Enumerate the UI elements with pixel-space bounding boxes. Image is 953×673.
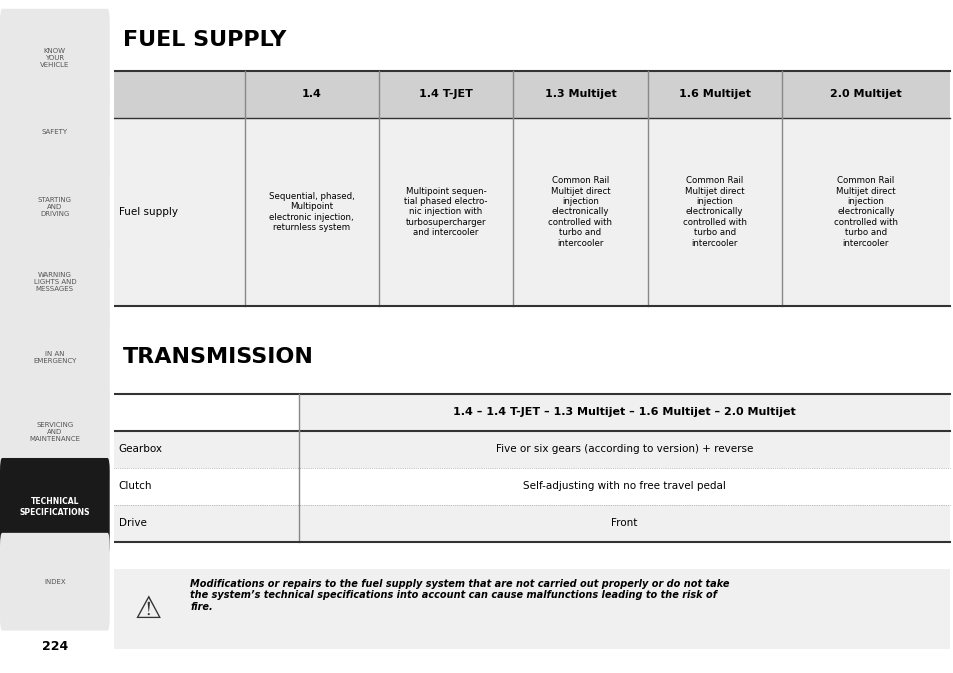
FancyBboxPatch shape xyxy=(114,118,949,306)
Text: Five or six gears (according to version) + reverse: Five or six gears (according to version)… xyxy=(496,444,752,454)
FancyBboxPatch shape xyxy=(0,234,110,331)
FancyBboxPatch shape xyxy=(114,505,949,542)
FancyBboxPatch shape xyxy=(0,533,110,631)
Text: STARTING
AND
DRIVING: STARTING AND DRIVING xyxy=(38,197,71,217)
Text: TRANSMISSION: TRANSMISSION xyxy=(123,347,314,367)
FancyBboxPatch shape xyxy=(0,458,110,556)
Text: 1.4 – 1.4 T-JET – 1.3 Multijet – 1.6 Multijet – 2.0 Multijet: 1.4 – 1.4 T-JET – 1.3 Multijet – 1.6 Mul… xyxy=(453,407,795,417)
Text: Multipoint sequen-
tial phased electro-
nic injection with
turbosupercharger
and: Multipoint sequen- tial phased electro- … xyxy=(404,186,487,238)
FancyBboxPatch shape xyxy=(114,569,949,649)
Text: Common Rail
Multijet direct
injection
electronically
controlled with
turbo and
i: Common Rail Multijet direct injection el… xyxy=(833,176,897,248)
FancyBboxPatch shape xyxy=(0,83,110,182)
Text: Sequential, phased,
Multipoint
electronic injection,
returnless system: Sequential, phased, Multipoint electroni… xyxy=(269,192,355,232)
Text: SAFETY: SAFETY xyxy=(42,129,68,135)
Text: ⚠: ⚠ xyxy=(134,594,162,624)
Text: Modifications or repairs to the fuel supply system that are not carried out prop: Modifications or repairs to the fuel sup… xyxy=(190,579,729,612)
Text: 224: 224 xyxy=(42,640,68,653)
FancyBboxPatch shape xyxy=(299,394,949,431)
Text: Front: Front xyxy=(611,518,637,528)
FancyBboxPatch shape xyxy=(0,9,110,106)
Text: WARNING
LIGHTS AND
MESSAGES: WARNING LIGHTS AND MESSAGES xyxy=(33,273,76,292)
Text: 1.4 T-JET: 1.4 T-JET xyxy=(418,90,473,99)
FancyBboxPatch shape xyxy=(0,159,110,256)
Text: 1.6 Multijet: 1.6 Multijet xyxy=(678,90,750,99)
Text: SERVICING
AND
MAINTENANCE: SERVICING AND MAINTENANCE xyxy=(30,422,80,442)
Text: INDEX: INDEX xyxy=(44,579,66,585)
Text: Clutch: Clutch xyxy=(118,481,152,491)
Text: TECHNICAL
SPECIFICATIONS: TECHNICAL SPECIFICATIONS xyxy=(20,497,90,517)
Text: 1.4: 1.4 xyxy=(301,90,321,99)
Text: Common Rail
Multijet direct
injection
electronically
controlled with
turbo and
i: Common Rail Multijet direct injection el… xyxy=(548,176,612,248)
Text: Common Rail
Multijet direct
injection
electronically
controlled with
turbo and
i: Common Rail Multijet direct injection el… xyxy=(682,176,746,248)
Text: Self-adjusting with no free travel pedal: Self-adjusting with no free travel pedal xyxy=(522,481,725,491)
Text: 1.3 Multijet: 1.3 Multijet xyxy=(544,90,616,99)
FancyBboxPatch shape xyxy=(0,383,110,481)
Text: Drive: Drive xyxy=(118,518,147,528)
Text: FUEL SUPPLY: FUEL SUPPLY xyxy=(123,30,286,50)
Text: 2.0 Multijet: 2.0 Multijet xyxy=(829,90,901,99)
FancyBboxPatch shape xyxy=(114,71,949,118)
FancyBboxPatch shape xyxy=(114,468,949,505)
FancyBboxPatch shape xyxy=(114,431,949,468)
Text: KNOW
YOUR
VEHICLE: KNOW YOUR VEHICLE xyxy=(40,48,70,67)
FancyBboxPatch shape xyxy=(0,308,110,406)
Text: IN AN
EMERGENCY: IN AN EMERGENCY xyxy=(33,351,76,363)
Text: Fuel supply: Fuel supply xyxy=(118,207,177,217)
Text: Gearbox: Gearbox xyxy=(118,444,163,454)
